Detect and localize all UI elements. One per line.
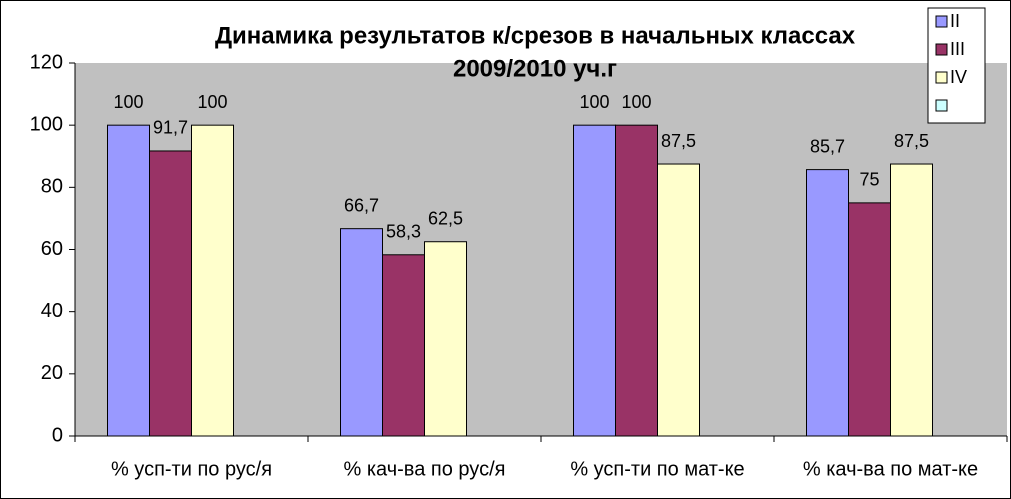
x-tick-label: % усп-ти по рус/я — [111, 458, 272, 480]
data-label: 58,3 — [386, 222, 421, 242]
bar — [191, 124, 234, 437]
bar — [340, 228, 383, 437]
bar — [848, 202, 891, 437]
data-label: 66,7 — [344, 195, 379, 215]
data-label: 91,7 — [153, 118, 188, 138]
bar — [107, 124, 150, 437]
x-tick-label: % кач-ва по мат-ке — [803, 458, 978, 480]
data-label: 75 — [859, 170, 879, 190]
data-label: 100 — [197, 92, 227, 112]
data-label: 85,7 — [810, 136, 845, 156]
legend-label: III — [950, 39, 965, 59]
legend-swatch — [935, 71, 948, 84]
y-tick-label: 0 — [52, 424, 63, 446]
bar — [382, 254, 425, 437]
legend-label: IV — [950, 67, 967, 87]
data-label: 100 — [113, 92, 143, 112]
chart-title: 2009/2010 уч.г — [453, 55, 617, 82]
x-tick-label: % усп-ти по мат-ке — [570, 458, 744, 480]
bar — [615, 124, 658, 437]
legend-swatch — [935, 15, 948, 28]
bar — [573, 124, 616, 437]
data-label: 62,5 — [428, 208, 463, 228]
y-tick-label: 20 — [41, 362, 63, 384]
x-tick-label: % кач-ва по рус/я — [344, 458, 506, 480]
bar — [657, 163, 700, 437]
bar — [149, 150, 192, 437]
y-tick-label: 100 — [30, 113, 63, 135]
chart-title: Динамика результатов к/срезов в начальны… — [215, 22, 856, 49]
data-label: 87,5 — [661, 131, 696, 151]
y-tick-label: 40 — [41, 300, 63, 322]
legend-label: II — [950, 11, 960, 31]
legend-swatch — [935, 43, 948, 56]
data-label: 100 — [621, 92, 651, 112]
data-label: 100 — [579, 92, 609, 112]
bar — [890, 163, 933, 437]
bar — [424, 241, 467, 437]
legend-swatch — [935, 99, 948, 112]
y-tick-label: 120 — [30, 51, 63, 73]
y-tick-label: 60 — [41, 238, 63, 260]
bar — [806, 169, 849, 437]
y-tick-label: 80 — [41, 176, 63, 198]
data-label: 87,5 — [894, 131, 929, 151]
